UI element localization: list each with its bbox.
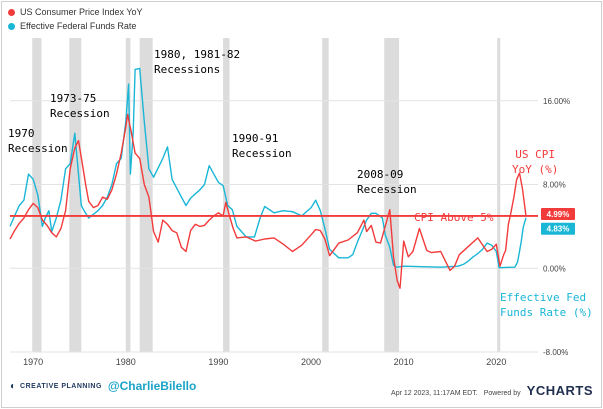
badge-fed-funds-label: 4.83% [547, 225, 570, 234]
recession-band-6 [384, 38, 400, 352]
annotation-1973-line1: 1973-75 [50, 92, 97, 105]
recession-band-2 [125, 38, 131, 352]
series-lines [9, 67, 527, 289]
recession-band-1 [69, 38, 82, 352]
legend-entry-cpi: US Consumer Price Index YoY [8, 7, 143, 17]
annotation-2008-line1: 2008-09 [357, 168, 404, 181]
legend-dot-cpi [8, 8, 15, 16]
powered-by: Powered by [483, 390, 521, 397]
x-tick-label: 1970 [23, 357, 43, 367]
y-tick-label: 0.00% [543, 264, 566, 273]
series-line-cpi [9, 113, 527, 289]
annotation-1990-recession: 1990-91 Recession [232, 131, 292, 161]
legend-entry-fed: Effective Federal Funds Rate [8, 21, 136, 31]
tick-labels: 1970 1980 1990 2000 2010 2020 -8.00% 0.00% 8.00%… [23, 97, 570, 367]
annotation-1973-line2: Recession [50, 107, 110, 120]
annotation-cpi-above-text: CPI Above 5% [414, 211, 494, 224]
annotation-cpi-series-line1: US CPI [515, 148, 556, 161]
recession-band-0 [32, 38, 42, 352]
legend-dot-fed [8, 22, 15, 30]
x-tick-label: 1990 [208, 357, 228, 367]
annotation-fed-series-line1: Effective Fed [500, 291, 587, 304]
creative-planning-logo-icon: ◐ [10, 380, 17, 392]
x-tick-label: 1980 [116, 357, 136, 367]
recession-band-3 [139, 38, 153, 352]
value-badges: 4.99% 4.83% [541, 208, 575, 235]
annotation-1980-line2: Recessions [154, 63, 221, 76]
annotation-fed-series-line2: Funds Rate (%) [500, 306, 593, 319]
badge-cpi-label: 4.99% [547, 210, 570, 219]
annotation-cpi-above-5: CPI Above 5% [414, 210, 493, 225]
grid [10, 100, 538, 353]
series-line-fed-funds [9, 67, 527, 269]
annotation-2008-line2: Recession [357, 183, 417, 196]
y-tick-label: 8.00% [543, 181, 566, 190]
recession-band-7 [497, 38, 501, 352]
x-tick-label: 2000 [301, 357, 321, 367]
x-tick-label: 2010 [394, 357, 414, 367]
author-handle: @CharlieBilello [107, 379, 197, 393]
annotation-1990-line2: Recession [232, 147, 292, 160]
recession-band-5 [322, 38, 329, 352]
annotation-1973-recession: 1973-75 Recession [50, 91, 110, 121]
badge-cpi [541, 208, 575, 221]
annotation-1970-recession: 1970 Recession [8, 126, 68, 156]
brand-name: CREATIVE PLANNING [20, 382, 102, 390]
legend-label-cpi: US Consumer Price Index YoY [20, 7, 143, 17]
x-tick-label: 2020 [486, 357, 506, 367]
annotation-1980-line1: 1980, 1981-82 [154, 48, 241, 61]
badge-fed-funds [541, 222, 575, 235]
y-tick-label: 16.00% [543, 97, 570, 106]
annotation-fed-series-label: Effective Fed Funds Rate (%) [500, 290, 593, 320]
annotation-1970-line2: Recession [8, 142, 68, 155]
annotation-cpi-series-line2: YoY (%) [512, 163, 559, 176]
annotation-2008-recession: 2008-09 Recession [357, 167, 417, 197]
ycharts-logo: YCHARTS [526, 383, 593, 398]
annotation-1970-line1: 1970 [8, 127, 35, 140]
annotation-1980-recessions: 1980, 1981-82 Recessions [154, 47, 240, 77]
footer-brand: ◐ CREATIVE PLANNING @CharlieBilello [10, 379, 196, 393]
annotation-cpi-series-label: US CPI YoY (%) [512, 147, 558, 177]
annotation-1990-line1: 1990-91 [232, 132, 279, 145]
recession-band-4 [223, 38, 230, 352]
y-tick-label: -8.00% [543, 348, 568, 357]
legend-label-fed: Effective Federal Funds Rate [20, 21, 137, 31]
recession-bands [32, 38, 501, 352]
footer-source: Apr 12 2023, 11:17AM EDT. Powered by YCH… [391, 383, 593, 398]
timestamp: Apr 12 2023, 11:17AM EDT. [391, 390, 478, 397]
